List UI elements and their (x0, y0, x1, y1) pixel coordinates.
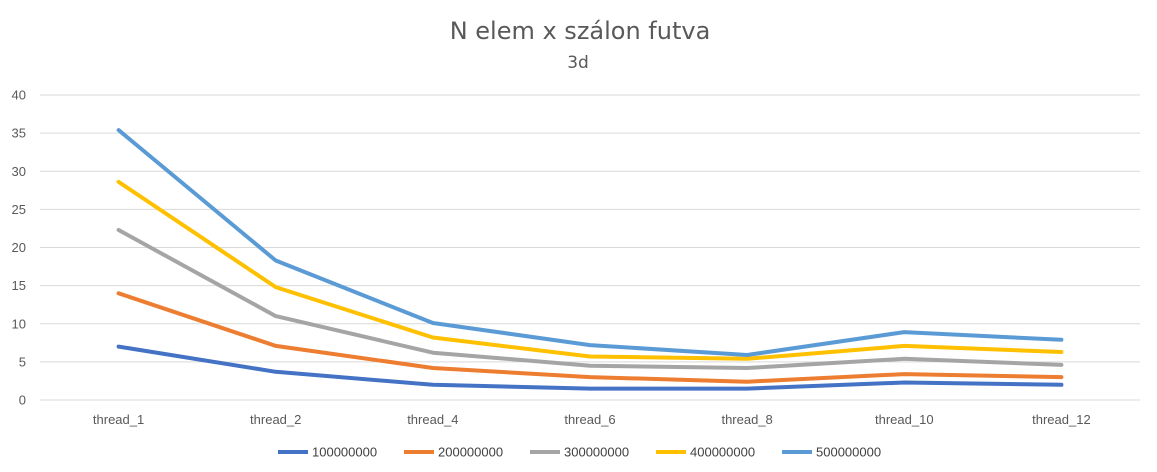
x-tick-label: thread_2 (250, 412, 301, 427)
series-lines (116, 128, 1064, 391)
x-tick-label: thread_6 (564, 412, 615, 427)
chart-subtitle: 3d (567, 53, 589, 73)
legend-label: 500000000 (816, 445, 881, 460)
series-100000000 (116, 344, 1064, 391)
y-tick-label: 15 (12, 278, 26, 293)
series-400000000 (116, 179, 1064, 361)
series-500000000 (116, 128, 1064, 357)
x-tick-label: thread_8 (721, 412, 772, 427)
chart-title: N elem x szálon futva (450, 17, 711, 45)
y-tick-label: 25 (12, 202, 26, 217)
legend-item: 100000000 (278, 445, 377, 460)
legend-label: 100000000 (312, 445, 377, 460)
y-tick-label: 10 (12, 316, 26, 331)
gridlines (40, 94, 1140, 401)
legend-label: 400000000 (690, 445, 755, 460)
x-tick-label: thread_1 (93, 412, 144, 427)
legend-label: 200000000 (438, 445, 503, 460)
x-tick-label: thread_4 (407, 412, 458, 427)
legend-label: 300000000 (564, 445, 629, 460)
legend-item: 500000000 (782, 445, 881, 460)
y-tick-label: 20 (12, 240, 26, 255)
y-tick-label: 30 (12, 164, 26, 179)
y-axis: 0 5 10 15 20 25 30 35 40 (12, 88, 26, 408)
y-tick-label: 5 (19, 354, 26, 369)
legend-item: 200000000 (404, 445, 503, 460)
y-tick-label: 35 (12, 126, 26, 141)
x-tick-label: thread_12 (1032, 412, 1091, 427)
legend: 100000000 200000000 300000000 400000000 5000… (278, 445, 881, 460)
y-tick-label: 40 (12, 88, 26, 103)
legend-item: 400000000 (656, 445, 755, 460)
series-300000000 (116, 228, 1064, 370)
series-line (116, 128, 1064, 357)
legend-item: 300000000 (530, 445, 629, 460)
x-axis: thread_1 thread_2 thread_4 thread_6 thread_8… (93, 412, 1091, 427)
y-tick-label: 0 (19, 393, 26, 408)
x-tick-label: thread_10 (875, 412, 934, 427)
series-200000000 (116, 291, 1064, 384)
